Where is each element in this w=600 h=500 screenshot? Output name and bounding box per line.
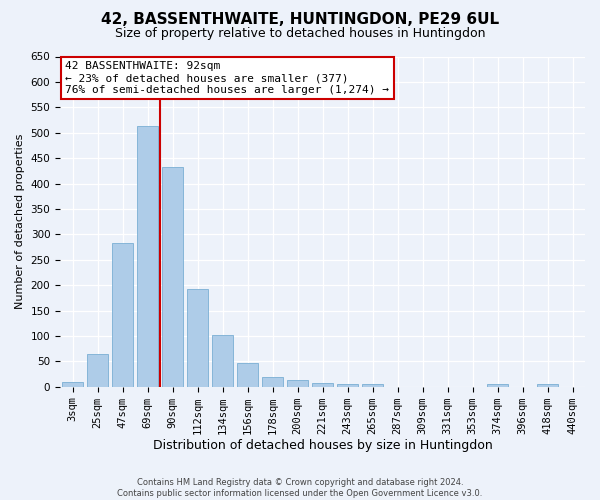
- Bar: [312, 382, 333, 386]
- Bar: [212, 335, 233, 386]
- Bar: [112, 243, 133, 386]
- Bar: [187, 289, 208, 386]
- Bar: [237, 364, 258, 386]
- Text: Size of property relative to detached houses in Huntingdon: Size of property relative to detached ho…: [115, 28, 485, 40]
- Bar: [62, 382, 83, 386]
- Bar: [337, 384, 358, 386]
- Text: Contains HM Land Registry data © Crown copyright and database right 2024.
Contai: Contains HM Land Registry data © Crown c…: [118, 478, 482, 498]
- Bar: [537, 384, 558, 386]
- Bar: [262, 376, 283, 386]
- Bar: [287, 380, 308, 386]
- Bar: [362, 384, 383, 386]
- Bar: [487, 384, 508, 386]
- Bar: [162, 168, 183, 386]
- Text: 42 BASSENTHWAITE: 92sqm
← 23% of detached houses are smaller (377)
76% of semi-d: 42 BASSENTHWAITE: 92sqm ← 23% of detache…: [65, 62, 389, 94]
- Text: 42, BASSENTHWAITE, HUNTINGDON, PE29 6UL: 42, BASSENTHWAITE, HUNTINGDON, PE29 6UL: [101, 12, 499, 28]
- Bar: [87, 354, 108, 386]
- X-axis label: Distribution of detached houses by size in Huntingdon: Distribution of detached houses by size …: [152, 440, 493, 452]
- Y-axis label: Number of detached properties: Number of detached properties: [15, 134, 25, 310]
- Bar: [137, 126, 158, 386]
